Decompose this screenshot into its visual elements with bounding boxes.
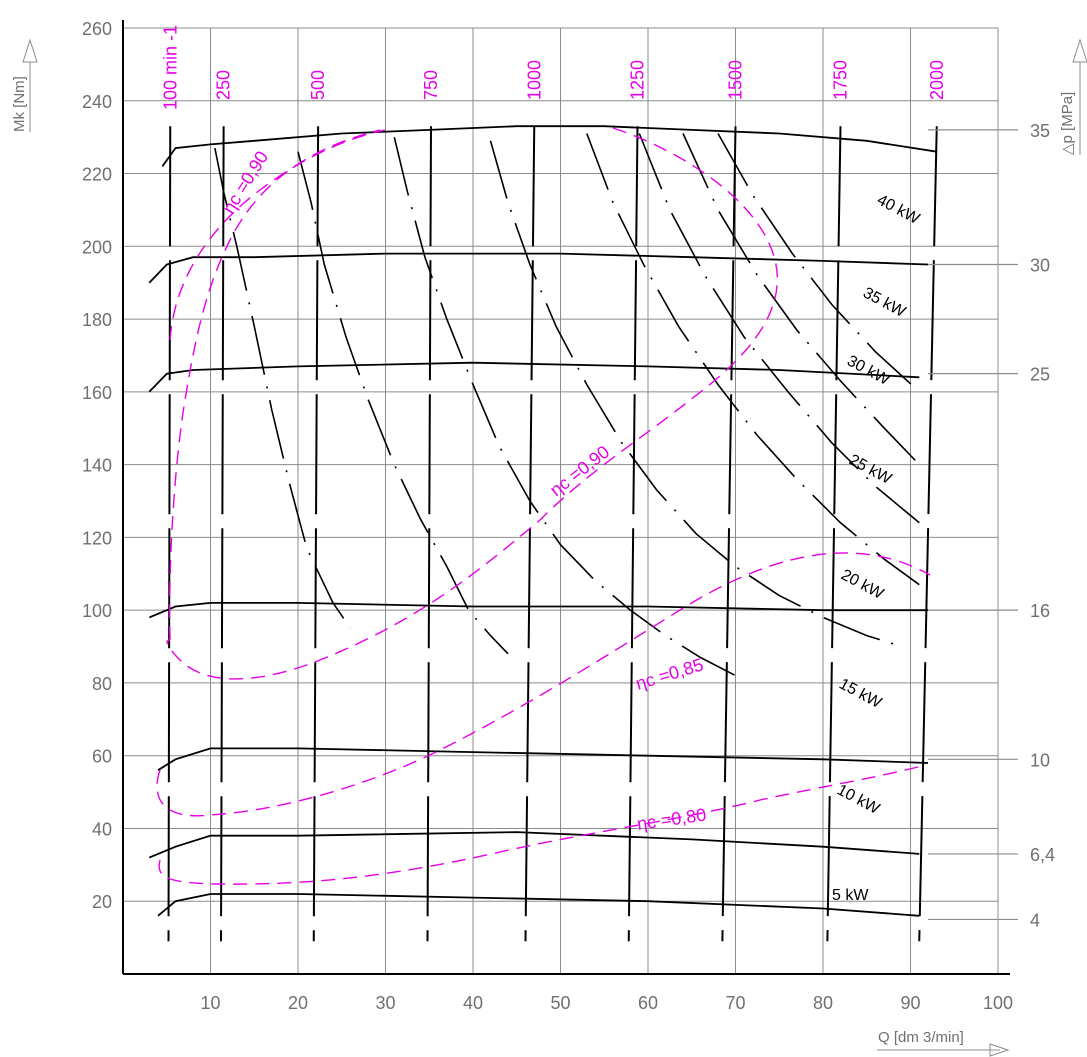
x-tick-label: 70 — [725, 993, 745, 1013]
y-tick-label: 180 — [82, 310, 112, 330]
speed-line — [826, 126, 842, 942]
x-tick-label: 100 — [983, 993, 1013, 1013]
efficiency-contour — [166, 127, 778, 680]
pressure-curve-30 — [148, 252, 929, 284]
power-curve — [682, 133, 920, 466]
efficiency-contour — [168, 129, 381, 641]
power-curves — [214, 133, 920, 677]
y-axis-arrow — [22, 38, 38, 63]
speed-line — [167, 126, 172, 942]
pressure-curve-16 — [148, 602, 928, 619]
speed-label: 1000 — [524, 60, 544, 100]
power-curve — [717, 133, 920, 393]
speed-label: 500 — [308, 70, 328, 100]
pressure-curve-10 — [157, 747, 929, 771]
y-tick-label: 260 — [82, 19, 112, 39]
efficiency-contours — [156, 127, 931, 885]
speed-label: 2000 — [927, 60, 947, 100]
x-tick-label: 50 — [550, 993, 570, 1013]
pressure-curves — [148, 125, 937, 917]
efficiency-contour — [156, 552, 931, 817]
power-curve — [393, 137, 736, 677]
efficiency-label: ηc =0,90 — [218, 148, 272, 218]
y2-axis-label: △p [MPa] — [1059, 92, 1076, 155]
y-tick-label: 20 — [92, 892, 112, 912]
power-label: 25 kW — [846, 452, 895, 489]
speed-line — [627, 126, 639, 942]
speed-line — [426, 126, 432, 942]
pressure-tick-label: 4 — [1030, 910, 1040, 930]
y-tick-label: 160 — [82, 383, 112, 403]
power-label: 15 kW — [836, 676, 885, 713]
power-curve — [638, 133, 920, 524]
x-tick-label: 80 — [813, 993, 833, 1013]
power-label: 30 kW — [844, 353, 893, 390]
speed-label: 250 — [214, 70, 234, 100]
speed-label: 1250 — [628, 60, 648, 100]
tick-labels: 10 20 30 40 50 60 70 80 90 100 20 40 60 80 100 120 140 16… — [82, 19, 1055, 1013]
pressure-tick-label: 16 — [1030, 601, 1050, 621]
speed-label: 1500 — [726, 60, 746, 100]
pressure-tick-label: 35 — [1030, 121, 1050, 141]
x-axis-label: Q [dm 3/min] — [878, 1029, 964, 1046]
pressure-curve-6,4 — [148, 831, 920, 859]
x-tick-label: 90 — [900, 993, 920, 1013]
x-tick-label: 30 — [375, 993, 395, 1013]
pressure-tick-label: 30 — [1030, 256, 1050, 276]
pressure-curve-4 — [157, 893, 920, 917]
x-tick-label: 20 — [288, 993, 308, 1013]
efficiency-label: ηc =0,80 — [636, 804, 708, 833]
power-curve — [586, 133, 920, 586]
y-axis-label: Mk [Nm] — [11, 76, 28, 132]
x-tick-label: 40 — [463, 993, 483, 1013]
speed-line — [524, 126, 536, 942]
y-tick-label: 100 — [82, 601, 112, 621]
pressure-tick-label: 25 — [1030, 365, 1050, 385]
power-label: 10 kW — [834, 782, 883, 819]
y-tick-label: 80 — [92, 674, 112, 694]
speed-label: 100 min -1 — [160, 25, 180, 110]
y2-axis-arrow — [1072, 38, 1087, 63]
y-tick-label: 220 — [82, 165, 112, 185]
power-curve — [489, 140, 903, 648]
power-label: 20 kW — [838, 567, 887, 604]
efficiency-label: ηc =0,90 — [546, 442, 613, 501]
x-tick-label: 10 — [200, 993, 220, 1013]
pressure-curve-35 — [161, 125, 937, 167]
y-tick-label: 140 — [82, 456, 112, 476]
axes — [22, 20, 1087, 1057]
y-tick-label: 200 — [82, 237, 112, 257]
speed-line — [220, 126, 225, 942]
x-tick-label: 60 — [638, 993, 658, 1013]
y-tick-label: 60 — [92, 747, 112, 767]
efficiency-contour — [158, 764, 926, 885]
speed-line — [721, 126, 737, 942]
pressure-tick-label: 6,4 — [1030, 845, 1055, 865]
power-label: 40 kW — [874, 192, 923, 229]
power-label: 5 kW — [832, 887, 869, 904]
speed-line — [312, 126, 320, 942]
power-label: 35 kW — [860, 285, 909, 322]
pressure-tick-label: 10 — [1030, 750, 1050, 770]
y-tick-label: 40 — [92, 819, 112, 839]
speed-lines: 100 min -1 250 500 750 1000 1250 1500 1750 2000 — [160, 25, 947, 942]
speed-label: 1750 — [831, 60, 851, 100]
y-tick-label: 120 — [82, 528, 112, 548]
y-tick-label: 240 — [82, 92, 112, 112]
power-curve — [214, 147, 352, 629]
speed-label: 750 — [421, 70, 441, 100]
speed-line — [918, 126, 938, 942]
pressure-curve-25 — [148, 361, 920, 393]
power-curve — [297, 151, 509, 655]
efficiency-label: ηc =0,85 — [633, 654, 705, 693]
